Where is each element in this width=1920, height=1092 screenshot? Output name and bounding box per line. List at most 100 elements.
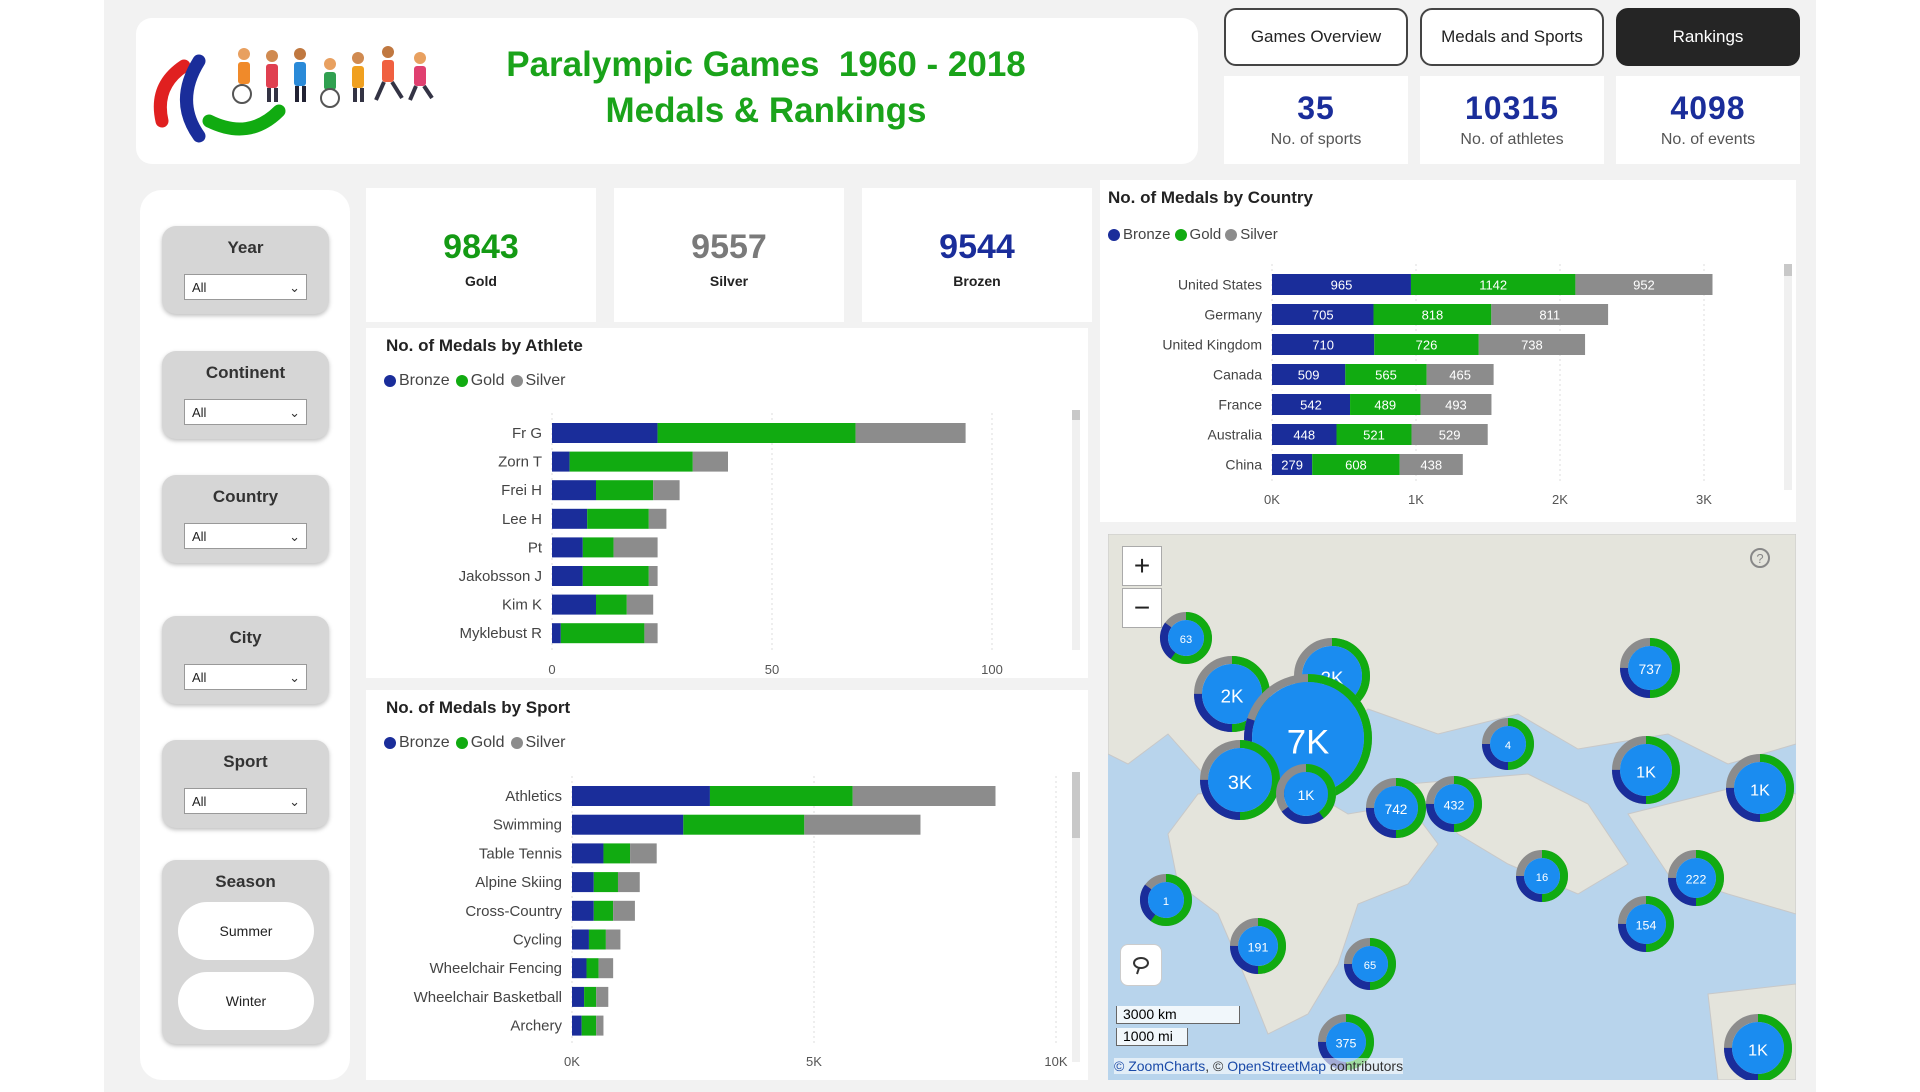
bar-gold[interactable] bbox=[1374, 334, 1479, 355]
bar-bronze[interactable] bbox=[572, 786, 710, 806]
bar-bronze[interactable] bbox=[1272, 394, 1351, 415]
bar-bronze[interactable] bbox=[1272, 334, 1375, 355]
season-winter-button[interactable]: Winter bbox=[178, 972, 314, 1030]
map-cluster[interactable]: 3K bbox=[1200, 740, 1280, 820]
bar-gold[interactable] bbox=[560, 623, 645, 644]
bar-silver[interactable] bbox=[1575, 274, 1713, 295]
bar-bronze[interactable] bbox=[552, 451, 570, 472]
bar-bronze[interactable] bbox=[572, 814, 684, 835]
legend-gold[interactable]: Gold bbox=[1174, 226, 1221, 243]
bar-gold[interactable] bbox=[588, 929, 606, 950]
city-dropdown[interactable]: All ⌄ bbox=[184, 664, 307, 690]
bar-silver[interactable] bbox=[1478, 334, 1586, 355]
map-cluster[interactable]: 65 bbox=[1344, 938, 1396, 990]
nav-rankings-button[interactable]: Rankings bbox=[1616, 8, 1800, 66]
bar-gold[interactable] bbox=[587, 508, 649, 529]
bar-silver[interactable] bbox=[626, 594, 654, 615]
legend-bronze[interactable]: Bronze bbox=[1108, 226, 1171, 243]
bar-gold[interactable] bbox=[1345, 364, 1427, 385]
bar-bronze[interactable] bbox=[572, 929, 589, 950]
bar-gold[interactable] bbox=[581, 1015, 597, 1036]
legend-silver[interactable]: Silver bbox=[510, 734, 566, 752]
map-cluster[interactable]: 737 bbox=[1620, 638, 1680, 698]
bar-bronze[interactable] bbox=[552, 537, 583, 558]
map-cluster[interactable]: 1K bbox=[1270, 758, 1343, 831]
bar-silver[interactable] bbox=[648, 508, 667, 529]
bar-gold[interactable] bbox=[593, 872, 618, 893]
bar-bronze[interactable] bbox=[572, 958, 587, 979]
bar-silver[interactable] bbox=[1491, 304, 1609, 325]
country-chart-scrollbar[interactable] bbox=[1784, 264, 1792, 490]
nav-games-overview-button[interactable]: Games Overview bbox=[1224, 8, 1408, 66]
bar-silver[interactable] bbox=[855, 423, 966, 443]
season-summer-button[interactable]: Summer bbox=[178, 902, 314, 960]
bar-gold[interactable] bbox=[657, 423, 856, 443]
bar-bronze[interactable] bbox=[572, 843, 604, 864]
bar-bronze[interactable] bbox=[1272, 364, 1346, 385]
bar-gold[interactable] bbox=[709, 786, 853, 806]
country-dropdown[interactable]: All ⌄ bbox=[184, 523, 307, 549]
bar-gold[interactable] bbox=[582, 537, 614, 558]
bar-gold[interactable] bbox=[1410, 274, 1576, 295]
bar-gold[interactable] bbox=[596, 594, 627, 615]
zoomcharts-link[interactable]: © ZoomCharts bbox=[1114, 1058, 1206, 1074]
bar-silver[interactable] bbox=[1420, 394, 1492, 415]
bar-bronze[interactable] bbox=[572, 872, 594, 893]
openstreetmap-link[interactable]: OpenStreetMap bbox=[1227, 1058, 1327, 1074]
map-cluster[interactable]: 4 bbox=[1482, 718, 1534, 770]
bar-gold[interactable] bbox=[1312, 454, 1400, 475]
bar-bronze[interactable] bbox=[552, 480, 596, 501]
bar-silver[interactable] bbox=[1399, 454, 1463, 475]
bar-gold[interactable] bbox=[603, 843, 631, 864]
bar-gold[interactable] bbox=[1336, 424, 1412, 445]
bar-bronze[interactable] bbox=[552, 423, 658, 443]
year-dropdown[interactable]: All ⌄ bbox=[184, 274, 307, 300]
map-cluster[interactable]: 191 bbox=[1230, 918, 1286, 974]
help-icon[interactable]: ? bbox=[1748, 546, 1772, 570]
map-cluster[interactable]: 222 bbox=[1668, 850, 1724, 906]
legend-bronze[interactable]: Bronze bbox=[384, 372, 450, 390]
bar-silver[interactable] bbox=[653, 480, 680, 501]
bar-silver[interactable] bbox=[605, 929, 621, 950]
map-zoom-in-button[interactable]: + bbox=[1122, 546, 1162, 586]
legend-bronze[interactable]: Bronze bbox=[384, 734, 450, 752]
bar-bronze[interactable] bbox=[552, 594, 596, 615]
bar-silver[interactable] bbox=[692, 451, 728, 472]
legend-silver[interactable]: Silver bbox=[1225, 226, 1278, 243]
bar-gold[interactable] bbox=[596, 480, 654, 501]
bar-bronze[interactable] bbox=[572, 986, 585, 1007]
map-cluster[interactable]: 432 bbox=[1426, 776, 1482, 832]
bar-bronze[interactable] bbox=[1272, 454, 1313, 475]
athlete-chart-scrollbar[interactable] bbox=[1072, 410, 1080, 650]
bar-silver[interactable] bbox=[804, 814, 921, 835]
bar-silver[interactable] bbox=[630, 843, 657, 864]
bar-bronze[interactable] bbox=[572, 1015, 582, 1036]
bar-gold[interactable] bbox=[582, 566, 649, 586]
map-cluster[interactable]: 16 bbox=[1516, 850, 1568, 902]
bar-bronze[interactable] bbox=[1272, 424, 1337, 445]
map-cluster[interactable]: 63 bbox=[1155, 607, 1216, 668]
nav-medals-sports-button[interactable]: Medals and Sports bbox=[1420, 8, 1604, 66]
continent-dropdown[interactable]: All ⌄ bbox=[184, 399, 307, 425]
bar-bronze[interactable] bbox=[552, 566, 583, 586]
map-cluster[interactable]: 154 bbox=[1618, 896, 1674, 952]
bar-silver[interactable] bbox=[852, 786, 996, 806]
bar-gold[interactable] bbox=[584, 986, 597, 1007]
bar-silver[interactable] bbox=[613, 537, 658, 558]
bar-bronze[interactable] bbox=[552, 623, 561, 644]
map-cluster[interactable]: 375 bbox=[1318, 1014, 1374, 1070]
bar-bronze[interactable] bbox=[1272, 304, 1374, 325]
bar-gold[interactable] bbox=[569, 451, 693, 472]
sport-chart-scrollbar[interactable] bbox=[1072, 772, 1080, 1062]
bar-gold[interactable] bbox=[683, 814, 805, 835]
sport-dropdown[interactable]: All ⌄ bbox=[184, 788, 307, 814]
bar-bronze[interactable] bbox=[552, 508, 588, 529]
map-cluster[interactable]: 1 bbox=[1135, 869, 1196, 930]
bar-silver[interactable] bbox=[598, 958, 614, 979]
bar-gold[interactable] bbox=[1373, 304, 1492, 325]
map-cluster[interactable]: 1K bbox=[1612, 736, 1680, 804]
legend-gold[interactable]: Gold bbox=[455, 372, 505, 390]
legend-gold[interactable]: Gold bbox=[455, 734, 505, 752]
bar-gold[interactable] bbox=[1350, 394, 1421, 415]
bar-bronze[interactable] bbox=[1272, 274, 1411, 295]
